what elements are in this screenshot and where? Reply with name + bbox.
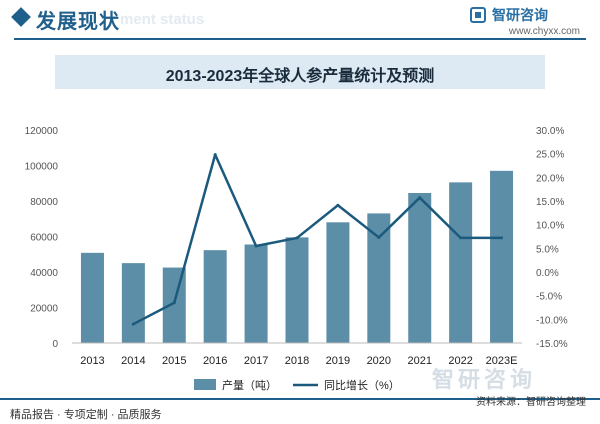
y-right-tick-label: 20.0%: [536, 173, 564, 184]
growth-point: [254, 244, 258, 248]
bar: [203, 250, 227, 343]
bar: [80, 252, 104, 343]
x-tick-label: 2013: [80, 355, 104, 367]
y-right-tick-label: 5.0%: [536, 244, 559, 255]
growth-point: [213, 153, 217, 157]
bar: [162, 267, 186, 343]
footer-tagline: 精品报告 · 专项定制 · 品质服务: [10, 409, 162, 421]
x-tick-label: 2021: [407, 355, 431, 367]
growth-point: [377, 235, 381, 239]
legend-line-label: 同比增长（%）: [324, 378, 400, 392]
y-left-tick-label: 0: [52, 339, 58, 350]
y-right-tick-label: 0.0%: [536, 268, 559, 279]
x-tick-label: 2022: [448, 355, 472, 367]
x-tick-label: 2017: [244, 355, 268, 367]
growth-point: [295, 236, 299, 240]
bar: [408, 193, 432, 343]
x-tick-label: 2015: [162, 355, 186, 367]
brand-logo-icon: [470, 7, 486, 23]
growth-point: [131, 322, 135, 326]
growth-point: [172, 301, 176, 305]
bar: [326, 222, 350, 343]
section-title: 发展现状: [36, 11, 120, 33]
growth-point: [459, 236, 463, 240]
x-tick-label: 2020: [367, 355, 391, 367]
bar: [449, 182, 473, 343]
x-tick-label: 2016: [203, 355, 227, 367]
chart-title-bar: 2013-2023年全球人参产量统计及预测: [55, 55, 545, 89]
y-right-tick-label: 30.0%: [536, 126, 564, 137]
bar: [244, 244, 268, 343]
brand-url: www.chyxx.com: [508, 26, 580, 37]
legend-bar-swatch: [194, 379, 216, 390]
x-tick-label: 2023E: [486, 355, 518, 367]
x-tick-label: 2018: [285, 355, 309, 367]
source-note: 资料来源：智研咨询整理: [476, 397, 586, 408]
growth-point: [336, 203, 340, 207]
brand-name: 智研咨询: [492, 7, 548, 23]
growth-point: [418, 196, 422, 200]
y-right-tick-label: 10.0%: [536, 221, 564, 232]
y-left-tick-label: 80000: [30, 197, 58, 208]
y-left-tick-label: 60000: [30, 233, 58, 244]
bar: [121, 263, 145, 343]
page-header: 发展现状 ment status 智研咨询 www.chyxx.com: [0, 0, 600, 40]
y-left-tick-label: 120000: [25, 126, 59, 137]
y-right-tick-label: -5.0%: [536, 292, 562, 303]
legend-bar-label: 产量（吨）: [222, 378, 277, 392]
header-divider: [14, 38, 586, 40]
y-left-tick-label: 40000: [30, 268, 58, 279]
bar: [367, 213, 391, 343]
growth-line: [132, 153, 502, 326]
chart-title: 2013-2023年全球人参产量统计及预测: [165, 68, 435, 85]
watermark-text: 智研咨询: [432, 367, 537, 392]
page-footer: 精品报告 · 专项定制 · 品质服务: [0, 398, 600, 424]
brand: 智研咨询: [470, 5, 580, 27]
combo-chart: 0 20000 40000 60000 80000 100000 120000 -15.0% -…: [25, 126, 568, 392]
y-right-tick-label: -15.0%: [536, 339, 568, 350]
y-right-tick-label: 15.0%: [536, 197, 564, 208]
x-tick-label: 2019: [326, 355, 350, 367]
bar: [285, 237, 309, 343]
y-left-tick-label: 20000: [30, 304, 58, 315]
y-left-tick-label: 100000: [25, 162, 59, 173]
bar: [490, 170, 514, 343]
y-right-tick-label: 25.0%: [536, 150, 564, 161]
section-subtitle-ghost: ment status: [120, 11, 205, 28]
footer-divider: [0, 398, 600, 400]
y-right-tick-label: -10.0%: [536, 315, 568, 326]
x-tick-label: 2014: [121, 355, 145, 367]
growth-point: [500, 236, 504, 240]
